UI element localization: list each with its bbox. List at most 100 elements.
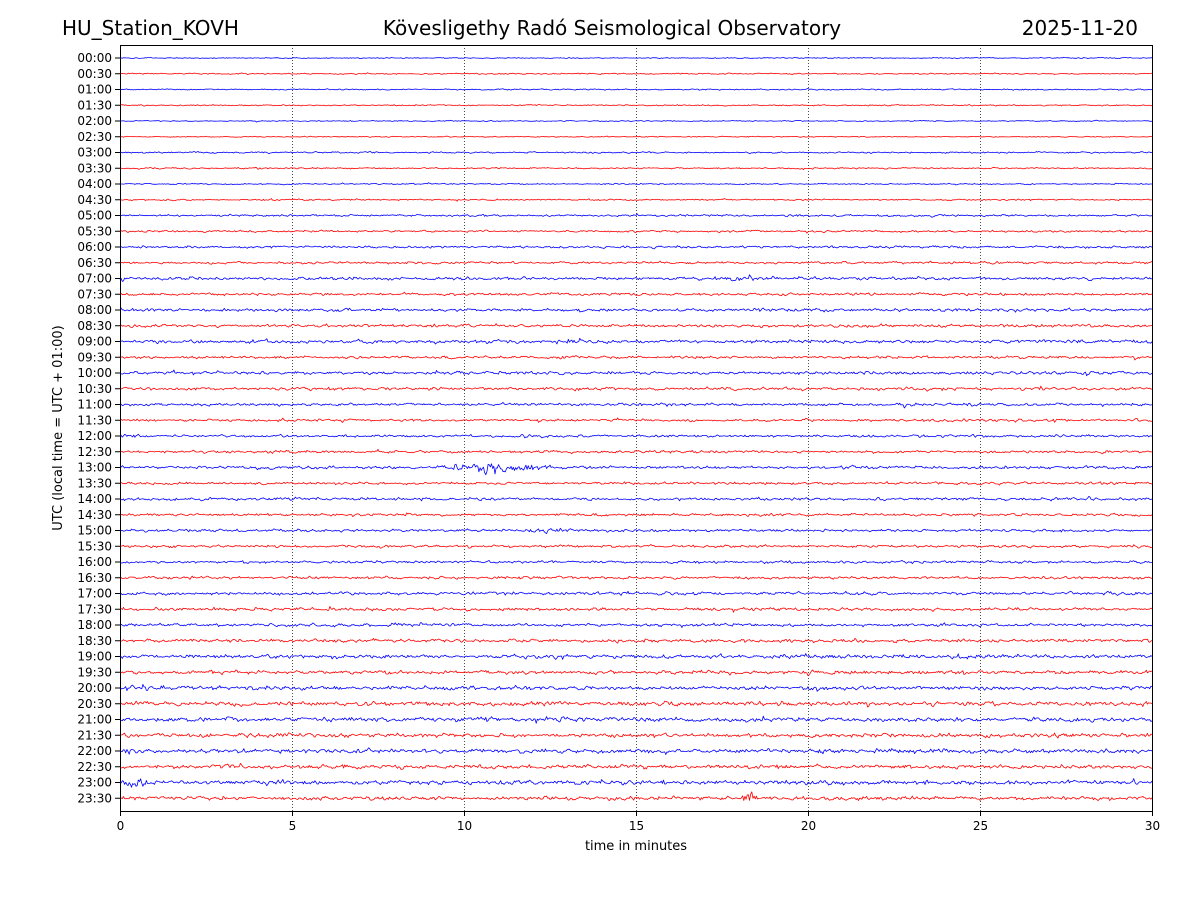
y-tick-label: 20:00 bbox=[77, 681, 112, 695]
trace-0500 bbox=[119, 213, 1153, 218]
y-tick-label: 14:30 bbox=[77, 508, 112, 522]
y-tick-label: 17:30 bbox=[77, 602, 112, 616]
y-tick-label: 06:00 bbox=[77, 240, 112, 254]
y-tick-label: 02:30 bbox=[77, 130, 112, 144]
y-tick-label: 03:00 bbox=[77, 146, 112, 160]
plot-frame bbox=[120, 45, 1153, 812]
y-tick-label: 21:00 bbox=[77, 713, 112, 727]
y-tick-label: 09:00 bbox=[77, 335, 112, 349]
y-tick-label: 12:00 bbox=[77, 429, 112, 443]
trace-1400 bbox=[119, 495, 1153, 502]
trace-0100 bbox=[119, 88, 1153, 91]
y-tick-label: 14:00 bbox=[77, 492, 112, 506]
trace-0800 bbox=[119, 307, 1153, 313]
y-tick-label: 22:30 bbox=[77, 760, 112, 774]
chart-date: 2025-11-20 bbox=[1022, 16, 1138, 40]
trace-0000 bbox=[119, 56, 1153, 60]
y-tick-label: 16:00 bbox=[77, 555, 112, 569]
seismic-traces bbox=[119, 56, 1153, 801]
y-tick-label: 04:30 bbox=[77, 193, 112, 207]
y-tick-label: 18:30 bbox=[77, 634, 112, 648]
trace-2030 bbox=[119, 700, 1153, 708]
y-tick-label: 23:00 bbox=[77, 776, 112, 790]
y-tick-label: 23:30 bbox=[77, 791, 112, 805]
y-tick-label: 08:00 bbox=[77, 303, 112, 317]
x-tick-label: 30 bbox=[1145, 819, 1160, 833]
y-tick-label: 04:00 bbox=[77, 177, 112, 191]
trace-2100 bbox=[119, 715, 1153, 724]
y-tick-label: 08:30 bbox=[77, 319, 112, 333]
trace-1200 bbox=[119, 433, 1153, 439]
trace-0530 bbox=[119, 229, 1153, 234]
trace-1030 bbox=[119, 385, 1153, 392]
trace-0330 bbox=[119, 166, 1153, 171]
y-tick-label: 15:30 bbox=[77, 539, 112, 553]
y-tick-label: 00:00 bbox=[77, 51, 112, 65]
y-tick-label: 19:30 bbox=[77, 665, 112, 679]
x-tick-label: 0 bbox=[117, 819, 125, 833]
trace-1500 bbox=[119, 527, 1153, 534]
y-tick-label: 07:30 bbox=[77, 287, 112, 301]
y-tick-label: 05:30 bbox=[77, 224, 112, 238]
trace-0600 bbox=[120, 245, 1153, 250]
x-tick-label: 25 bbox=[973, 819, 988, 833]
y-axis-label: UTC (local time = UTC + 01:00) bbox=[51, 325, 66, 530]
y-tick-label: 22:00 bbox=[77, 744, 112, 758]
grid-lines bbox=[292, 45, 981, 811]
trace-0700 bbox=[119, 274, 1153, 282]
x-axis-label: time in minutes bbox=[585, 839, 687, 854]
trace-2130 bbox=[119, 732, 1153, 739]
trace-1630 bbox=[119, 575, 1153, 580]
station-name: HU_Station_KOVH bbox=[62, 16, 239, 40]
trace-1730 bbox=[119, 606, 1153, 613]
y-tick-label: 19:00 bbox=[77, 650, 112, 664]
trace-1000 bbox=[119, 369, 1153, 377]
y-tick-label: 11:00 bbox=[77, 398, 112, 412]
trace-2330 bbox=[119, 791, 1153, 801]
y-tick-label: 06:30 bbox=[77, 256, 112, 270]
y-tick-label: 17:00 bbox=[77, 587, 112, 601]
trace-1900 bbox=[119, 653, 1153, 660]
trace-1300 bbox=[119, 463, 1153, 476]
y-tick-label: 05:00 bbox=[77, 209, 112, 223]
x-axis-ticks: 0 5 10 15 20 25 30 bbox=[117, 811, 1160, 833]
trace-1530 bbox=[119, 544, 1153, 549]
trace-1330 bbox=[119, 481, 1153, 486]
y-tick-label: 07:00 bbox=[77, 272, 112, 286]
x-tick-label: 10 bbox=[457, 819, 472, 833]
trace-1800 bbox=[119, 622, 1153, 628]
trace-1230 bbox=[119, 448, 1153, 455]
y-tick-label: 21:30 bbox=[77, 728, 112, 742]
trace-1600 bbox=[119, 560, 1152, 565]
trace-1830 bbox=[119, 637, 1153, 644]
trace-0200 bbox=[119, 119, 1153, 123]
trace-1430 bbox=[119, 512, 1153, 517]
trace-0900 bbox=[119, 337, 1153, 345]
trace-0400 bbox=[119, 182, 1152, 186]
y-tick-label: 02:00 bbox=[77, 114, 112, 128]
trace-0230 bbox=[119, 135, 1153, 138]
y-tick-label: 20:30 bbox=[77, 697, 112, 711]
trace-0030 bbox=[119, 72, 1153, 75]
trace-0300 bbox=[120, 150, 1153, 155]
y-tick-label: 00:30 bbox=[77, 67, 112, 81]
y-tick-label: 18:00 bbox=[77, 618, 112, 632]
trace-2230 bbox=[120, 763, 1153, 770]
y-tick-label: 13:30 bbox=[77, 476, 112, 490]
x-tick-label: 15 bbox=[629, 819, 644, 833]
y-tick-label: 01:30 bbox=[77, 98, 112, 112]
trace-0930 bbox=[119, 355, 1153, 361]
trace-1700 bbox=[119, 590, 1153, 596]
trace-1930 bbox=[119, 669, 1153, 677]
x-tick-label: 5 bbox=[289, 819, 297, 833]
y-tick-label: 16:30 bbox=[77, 571, 112, 585]
y-tick-label: 15:00 bbox=[77, 524, 112, 538]
trace-2200 bbox=[119, 747, 1153, 755]
y-tick-label: 10:30 bbox=[77, 382, 112, 396]
y-tick-label: 10:00 bbox=[77, 366, 112, 380]
y-tick-label: 12:30 bbox=[77, 445, 112, 459]
trace-0130 bbox=[119, 103, 1153, 107]
y-tick-label: 01:00 bbox=[77, 83, 112, 97]
